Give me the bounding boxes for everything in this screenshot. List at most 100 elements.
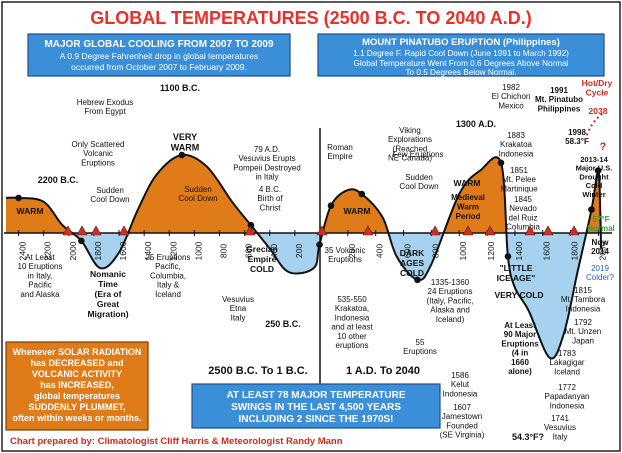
panel-label-ad: 1 A.D. To 2040 bbox=[346, 365, 420, 377]
annotation: 1982 El Chichon Mexico bbox=[492, 83, 531, 110]
svg-text:1800: 1800 bbox=[570, 241, 580, 260]
annotation: 35 Volcanic Eruptions bbox=[325, 246, 366, 264]
cooling-box-line-1: A 0.9 Degree Fahrenheit drop in global t… bbox=[60, 51, 258, 61]
annotation: 1100 B.C. bbox=[160, 83, 200, 93]
annotation: 4 B.C. Birth of Christ bbox=[257, 185, 283, 212]
volcano-icon bbox=[316, 225, 328, 236]
curve-point bbox=[588, 206, 595, 213]
projection-line bbox=[584, 111, 605, 141]
annotation: Hebrew Exodus From Egypt bbox=[77, 98, 133, 116]
x-tick-ad: 400 bbox=[375, 230, 385, 258]
curve-point bbox=[78, 237, 85, 245]
annotation: 535-550 Krakatoa, Indonesia and at least 10 … bbox=[331, 295, 373, 350]
region-label: Grecian Empire COLD bbox=[246, 244, 278, 274]
annotation: 25 Eruptions Pacific, Columbia, Italy & Icel… bbox=[146, 253, 191, 299]
pinatubo-box-line-1: 1.1 Degree F. Rapid Cool Down (June 1991… bbox=[353, 49, 569, 58]
x-tick-bc: 400 bbox=[269, 230, 279, 258]
annotation: 2019 Colder? bbox=[586, 264, 615, 282]
svg-text:2200: 2200 bbox=[43, 241, 53, 260]
chart-title: GLOBAL TEMPERATURES (2500 B.C. TO 2040 A… bbox=[90, 8, 531, 28]
x-tick-ad: 2000 bbox=[597, 230, 607, 260]
annotation: Viking Explorations (Reached NE Canada) bbox=[388, 126, 432, 163]
volcano-icon bbox=[484, 225, 496, 236]
annotation: Sudden Cool Down bbox=[399, 173, 438, 191]
x-tick-ad: 200 bbox=[347, 230, 357, 258]
svg-text:200: 200 bbox=[294, 244, 304, 258]
annotation: At Least 90 Major Eruptions (4 in 1660 alone) bbox=[501, 321, 539, 376]
svg-text:800: 800 bbox=[219, 244, 229, 258]
region-label: Nomanic Time (Era of Great Migration) bbox=[87, 269, 128, 319]
warm-area bbox=[6, 154, 602, 233]
x-tick-ad: 1000 bbox=[458, 230, 468, 260]
annotation: 2013-14 Major U.S. Drought Cold Winter bbox=[576, 155, 613, 199]
annotation: Sudden Cool Down bbox=[90, 186, 129, 204]
svg-text:600: 600 bbox=[403, 244, 413, 258]
svg-text:200: 200 bbox=[347, 244, 357, 258]
region-label: WARM bbox=[454, 178, 481, 188]
curve-point bbox=[358, 190, 366, 198]
annotation: 2038 bbox=[589, 106, 608, 116]
annotation: Only Scattered Volcanic Eruptions bbox=[72, 140, 125, 167]
annotation: 1845 Nevado del Ruiz Columbia bbox=[506, 195, 540, 232]
svg-text:2000: 2000 bbox=[68, 241, 78, 260]
annotation: 1991 Mt. Pinatubo Philippines bbox=[535, 86, 583, 113]
curve-point bbox=[594, 167, 602, 174]
annotation: 1792 Mt. Unzen Japan bbox=[565, 318, 601, 345]
svg-text:1400: 1400 bbox=[514, 241, 524, 260]
region-label: VERY COLD bbox=[494, 290, 543, 300]
x-tick-bc: 2200 bbox=[43, 230, 53, 260]
curve-point bbox=[497, 159, 505, 167]
x-tick-bc: 1400 bbox=[143, 230, 153, 260]
annotation: Hot/Dry Cycle bbox=[582, 78, 613, 98]
cooling-box: MAJOR GLOBAL COOLING FROM 2007 TO 2009 A… bbox=[27, 33, 291, 77]
svg-text:1600: 1600 bbox=[118, 241, 128, 260]
svg-text:1000: 1000 bbox=[458, 241, 468, 260]
x-tick-bc: 1000 bbox=[193, 230, 203, 260]
svg-text:1800: 1800 bbox=[93, 241, 103, 260]
annotation: ? bbox=[600, 141, 607, 153]
x-axis-ticks: 2400 2200 2000 1800 1600 1400 1200 1000 800 600 40… bbox=[18, 230, 607, 260]
volcano-icon bbox=[524, 225, 536, 236]
chart-credit: Chart prepared by: Climatologist Cliff H… bbox=[10, 436, 343, 447]
region-label: "LITTLE ICE AGE" bbox=[497, 263, 536, 283]
svg-text:1400: 1400 bbox=[143, 241, 153, 260]
volcano-icon bbox=[118, 225, 130, 236]
annotation: 1883 Krakatoa Indonesia bbox=[499, 131, 534, 158]
annotation: 1772 Papadanyan Indonesia bbox=[545, 383, 590, 410]
annotation: 1851 Mt. Pelee Martinique bbox=[500, 166, 538, 193]
svg-text:600: 600 bbox=[244, 244, 254, 258]
pinatubo-box: MOUNT PINATUBO ERUPTION (Philippines) 1.… bbox=[317, 33, 605, 77]
temperature-fills bbox=[6, 154, 602, 359]
region-label: WARM bbox=[344, 206, 371, 216]
svg-text:800: 800 bbox=[430, 244, 440, 258]
annotation: 2200 B.C. bbox=[38, 175, 79, 185]
svg-text:1200: 1200 bbox=[486, 241, 496, 260]
svg-text:400: 400 bbox=[375, 244, 385, 258]
svg-text:2000: 2000 bbox=[597, 241, 607, 260]
annotation: 55 Eruptions bbox=[403, 338, 437, 356]
svg-text:400: 400 bbox=[269, 244, 279, 258]
annotation: 1586 Kelut Indonesia bbox=[443, 371, 478, 398]
svg-text:1000: 1000 bbox=[193, 241, 203, 260]
x-tick-bc: 1200 bbox=[168, 230, 178, 260]
annotation: Roman Empire bbox=[327, 143, 353, 161]
x-tick-bc: 2400 bbox=[18, 230, 28, 260]
pinatubo-box-line-2: Global Temperature Went From 0.6 Degrees… bbox=[354, 59, 569, 68]
annotation: 250 B.C. bbox=[265, 319, 301, 329]
annotation: 1300 A.D. bbox=[456, 119, 496, 129]
volcano-icon bbox=[429, 225, 441, 236]
panel-label-bc: 2500 B.C. To 1 B.C. bbox=[208, 365, 307, 377]
volcano-icon bbox=[90, 225, 102, 236]
curve-point bbox=[414, 276, 421, 284]
solar-box-text: Whenever SOLAR RADIATION has DECREASED an… bbox=[12, 347, 141, 423]
volcano-icon bbox=[76, 225, 88, 236]
x-tick-bc: 800 bbox=[219, 230, 229, 258]
region-label: DARK AGES COLD bbox=[400, 248, 425, 278]
annotation: Sudden Cool Down bbox=[178, 185, 217, 203]
annotation: 79 A.D. Vesuvius Erupts Pompeii Destroyed i… bbox=[233, 145, 301, 182]
volcano-icon bbox=[362, 225, 374, 236]
region-label: WARM bbox=[17, 206, 44, 216]
svg-text:2400: 2400 bbox=[18, 241, 28, 260]
svg-text:1200: 1200 bbox=[168, 241, 178, 260]
